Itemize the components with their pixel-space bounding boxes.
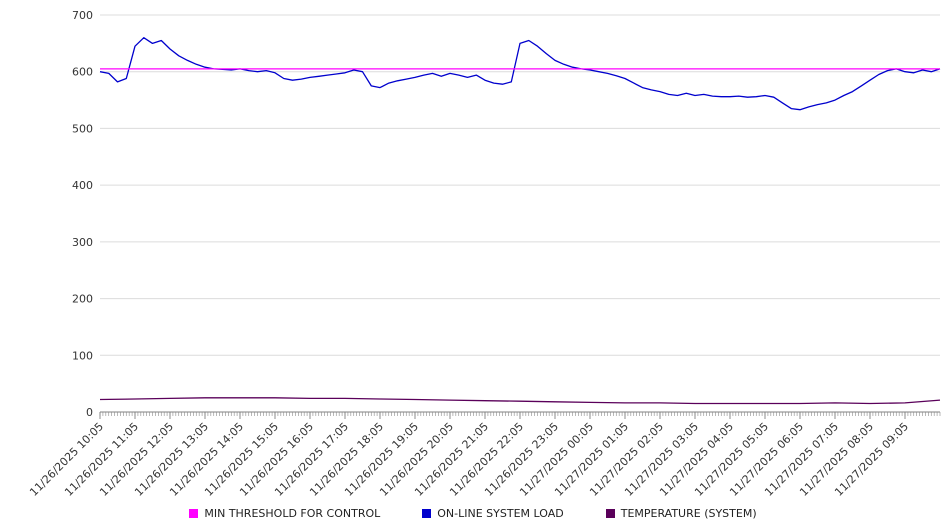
y-axis-label: 500 [72, 122, 93, 135]
legend-item: TEMPERATURE (SYSTEM) [605, 507, 757, 520]
legend-item: MIN THRESHOLD FOR CONTROL [189, 507, 380, 520]
legend: MIN THRESHOLD FOR CONTROL ON-LINE SYSTEM … [0, 507, 946, 520]
legend-label: MIN THRESHOLD FOR CONTROL [204, 507, 381, 520]
y-axis-label: 400 [72, 179, 93, 192]
legend-item: ON-LINE SYSTEM LOAD [422, 507, 564, 520]
legend-label: TEMPERATURE (SYSTEM) [620, 507, 757, 520]
y-axis-label: 600 [72, 66, 93, 79]
y-axis-label: 100 [72, 349, 93, 362]
series-line [99, 37, 941, 111]
y-axis-label: 0 [86, 406, 93, 419]
y-axis-label: 300 [72, 236, 93, 249]
y-axis-label: 200 [72, 293, 93, 306]
legend-swatch [189, 509, 199, 518]
legend-swatch [605, 509, 615, 518]
series-line [99, 397, 941, 405]
y-axis-label: 700 [72, 9, 93, 22]
legend-label: ON-LINE SYSTEM LOAD [437, 507, 564, 520]
legend-swatch [422, 509, 432, 518]
